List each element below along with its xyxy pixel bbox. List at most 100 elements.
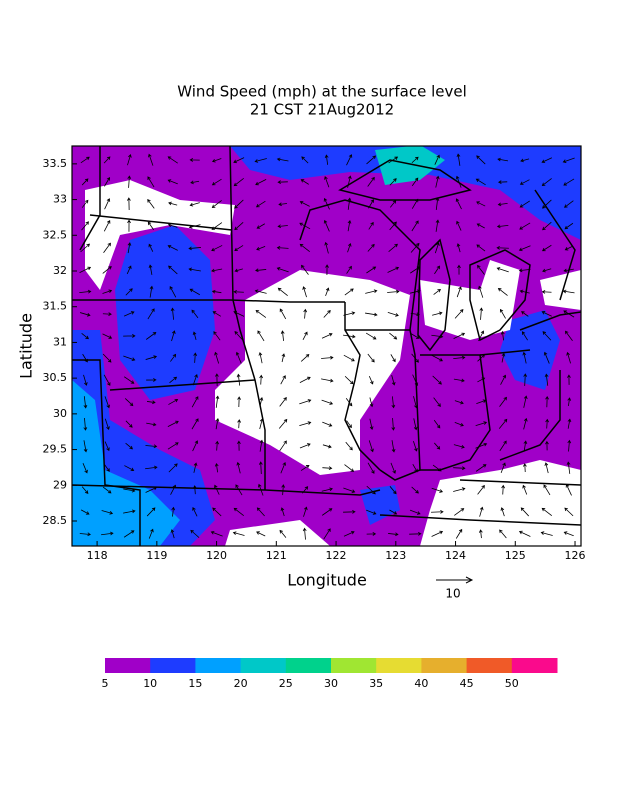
wind-vector [277,180,288,184]
wind-vector [520,507,530,517]
wind-vector [344,464,355,472]
wind-vector [124,398,134,407]
wind-vector [276,157,289,162]
x-tick-label: 124 [445,549,466,562]
wind-vector [500,374,507,385]
wind-vector [276,267,289,273]
wind-vector [278,202,288,207]
wind-vector [563,531,574,537]
wind-vector [102,353,112,363]
wind-vector [258,352,263,364]
wind-vector [301,156,309,164]
wind-vector [279,308,287,320]
wind-vector [104,418,110,431]
wind-vector [566,461,571,474]
wind-vector [456,220,462,231]
wind-vector [389,486,397,495]
wind-vector [212,311,222,317]
wind-vector [542,268,552,273]
wind-vector [280,507,285,517]
wind-vector [365,332,377,340]
wind-vector [411,353,419,363]
wind-vector [321,355,334,360]
y-tick-label: 29.5 [43,443,68,456]
colorbar-label: 35 [369,677,383,690]
colorbar-swatch [421,658,468,673]
wind-vector [102,266,112,274]
wind-vector [188,246,201,251]
wind-vector [387,289,400,294]
wind-vector [343,334,356,339]
wind-vector [501,352,506,363]
wind-vector [169,286,177,298]
wind-vector [497,288,508,296]
wind-vector [565,330,573,342]
wind-vector [518,530,531,537]
wind-vector [168,398,179,405]
wind-vector [453,332,466,339]
wind-vector [81,178,89,186]
wind-vector [103,156,111,164]
wind-vector [324,154,329,165]
wind-vector [457,264,461,275]
wind-vector [432,375,442,385]
wind-vector [541,178,552,187]
wind-vector [434,154,440,165]
wind-vector [279,397,287,407]
wind-vector [477,264,485,275]
wind-vector [102,289,113,294]
wind-vector [192,331,197,340]
wind-vector [435,219,440,232]
wind-vector [104,396,110,409]
wind-vector [171,330,176,342]
wind-vector [344,288,354,296]
wind-vector [343,487,356,493]
field [230,146,581,240]
wind-vector [167,244,178,251]
wind-vector [388,243,398,253]
wind-vectors [79,153,575,540]
wind-vector [456,286,462,298]
wind-vector [104,464,110,472]
wind-vector [234,331,244,341]
wind-vector [126,265,132,275]
wind-vector [299,443,311,449]
wind-vector [101,531,114,536]
wind-vector [499,440,507,452]
wind-vector [564,222,574,230]
wind-vector [432,311,443,316]
wind-vector [169,376,178,384]
wind-vector [145,486,158,493]
wind-vector [347,175,352,188]
wind-vector [102,486,112,494]
wind-vector [103,242,111,254]
wind-vector [211,200,222,209]
wind-vector [567,374,571,385]
wind-vector [190,180,200,185]
wind-vector [167,156,178,164]
wind-vector [83,417,88,431]
wind-vector [257,330,265,342]
wind-vector [215,440,220,451]
wind-vector [563,268,574,273]
wind-vector [496,245,509,250]
wind-vector [475,421,488,427]
wind-vector [104,176,111,187]
wind-vector [454,309,464,319]
wind-vector [235,351,242,364]
wind-vector [167,179,178,185]
wind-vector [321,378,334,383]
wind-vector [170,529,175,539]
colorbar-swatch [466,658,513,673]
field [85,180,235,290]
wind-vector [545,395,549,408]
wind-vector [413,418,418,431]
wind-vector [127,219,131,232]
wind-vector [564,507,574,517]
wind-vector [257,483,264,496]
wind-vector [214,484,220,495]
wind-vector [278,418,288,429]
x-axis-label: Longitude [287,571,367,590]
wind-vector [347,197,352,210]
wind-vector [104,441,110,452]
